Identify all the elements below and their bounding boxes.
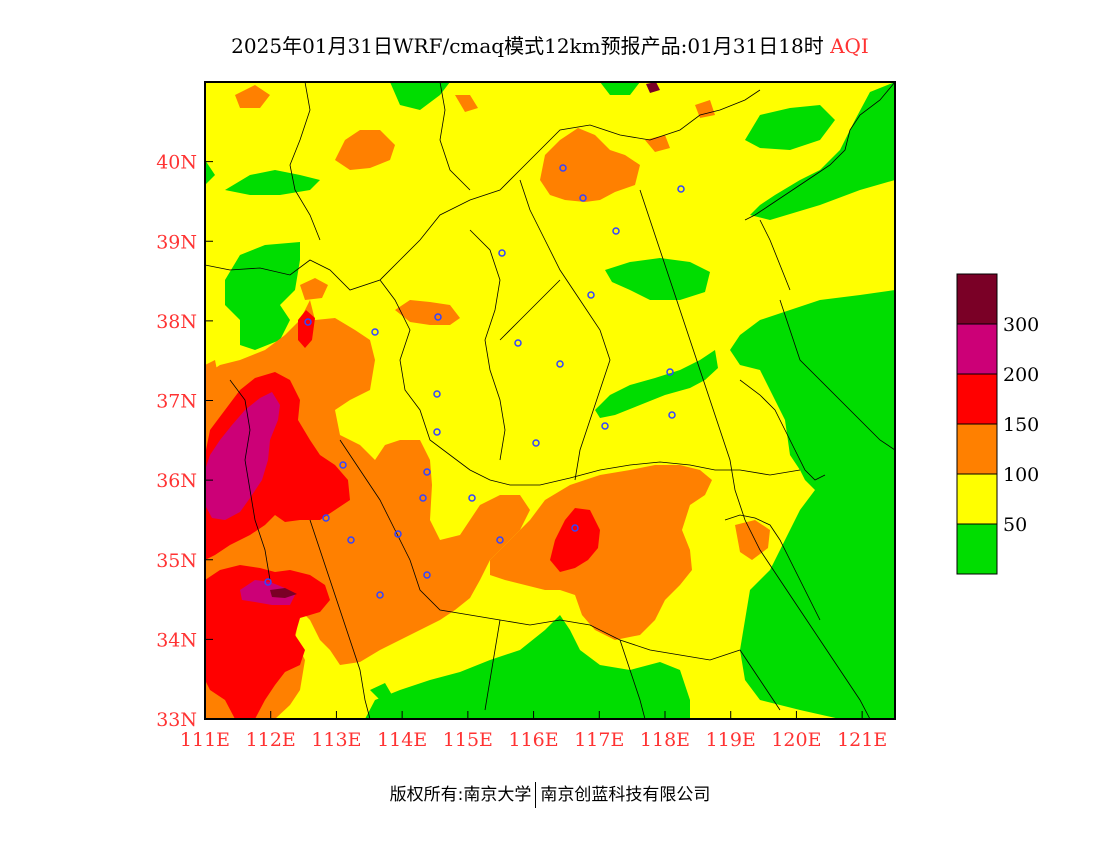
aqi-usg-north [540,128,640,202]
city-marker [587,291,595,299]
aqi-good-south [365,615,690,719]
city-marker [514,339,522,347]
city-marker [347,536,355,544]
x-tick-label: 118E [640,729,690,751]
x-tick-label: 116E [509,729,559,751]
y-tick-label: 39N [156,231,197,253]
legend-swatch [956,473,998,525]
city-marker [433,428,441,436]
y-tick-label: 33N [156,709,197,731]
legend-label: 200 [1003,364,1039,386]
map-title: 2025年01月31日WRF/cmaq模式12km预报产品:01月31日18时 … [0,30,1100,59]
x-tick-label: 121E [837,729,887,751]
x-tick-label: 120E [771,729,821,751]
city-marker [433,390,441,398]
y-tick-label: 38N [156,311,197,333]
city-marker [423,571,431,579]
aqi-usg-north2 [235,85,395,170]
city-marker [496,536,504,544]
x-tick-label: 114E [377,729,427,751]
x-tick-label: 115E [443,729,493,751]
y-tick-label: 40N [156,152,197,174]
city-marker [571,524,579,532]
aqi-field [205,82,895,719]
y-axis: 33N 34N 35N 36N 37N 38N 39N 40N [156,152,213,731]
copyright-right: 南京创蓝科技有限公司 [540,785,711,805]
aqi-good-center [605,258,710,300]
city-marker [468,494,476,502]
x-tick-label: 119E [706,729,756,751]
admin-boundaries [205,82,895,719]
city-marker [304,318,312,326]
legend-swatch [956,423,998,475]
legend-label: 50 [1003,514,1027,536]
y-tick-label: 36N [156,470,197,492]
city-marker [677,185,685,193]
aqi-very-unhealthy-south [240,580,295,605]
city-marker [419,494,427,502]
city-marker [371,328,379,336]
legend-label: 100 [1003,464,1039,486]
city-marker [434,313,442,321]
city-marker [376,591,384,599]
title-text: 2025年01月31日WRF/cmaq模式12km预报产品:01月31日18时 [231,34,824,58]
aqi-good-nw [205,160,320,195]
city-marker [498,249,506,257]
city-marker [394,530,402,538]
city-marker [668,411,676,419]
city-marker [339,461,347,469]
aqi-unhealthy-east [550,508,600,572]
copyright-left: 版权所有:南京大学 [389,785,532,805]
y-tick-label: 35N [156,550,197,572]
copyright-footer: 版权所有:南京大学 南京创蓝科技有限公司 [0,780,1100,808]
y-tick-label: 34N [156,629,197,651]
aqi-good-center2 [595,350,718,418]
legend-label: 300 [1003,314,1039,336]
aqi-legend: 50 100 150 200 300 [956,273,1039,575]
city-marker [666,368,674,376]
city-marker [423,468,431,476]
x-tick-label: 111E [180,729,230,751]
title-variable: AQI [830,34,869,58]
aqi-very-unhealthy-west [205,392,280,520]
legend-swatch [956,523,998,575]
legend-swatch [956,273,998,325]
city-markers [264,164,685,599]
aqi-unhealthy-southwest [205,565,330,719]
city-marker [579,194,587,202]
y-tick-label: 37N [156,391,197,413]
x-tick-label: 117E [574,729,624,751]
city-marker [612,227,620,235]
legend-swatch [956,373,998,425]
city-marker [322,514,330,522]
x-tick-label: 112E [246,729,296,751]
footer-separator [535,782,537,808]
city-marker [601,422,609,430]
legend-swatch [956,323,998,375]
aqi-good-ne [745,105,835,150]
x-tick-label: 113E [311,729,361,751]
legend-label: 150 [1003,414,1039,436]
aqi-usg-center-east [490,465,712,640]
aqi-hazardous-south [270,588,297,598]
city-marker [559,164,567,172]
aqi-good-north [390,82,640,110]
aqi-good-east [730,290,895,719]
aqi-hazardous-north [646,82,660,93]
x-axis: 111E 112E 113E 114E 115E 116E 117E 118E 119E 120E… [180,711,887,751]
city-marker [264,578,272,586]
city-marker [556,360,564,368]
city-marker [532,439,540,447]
